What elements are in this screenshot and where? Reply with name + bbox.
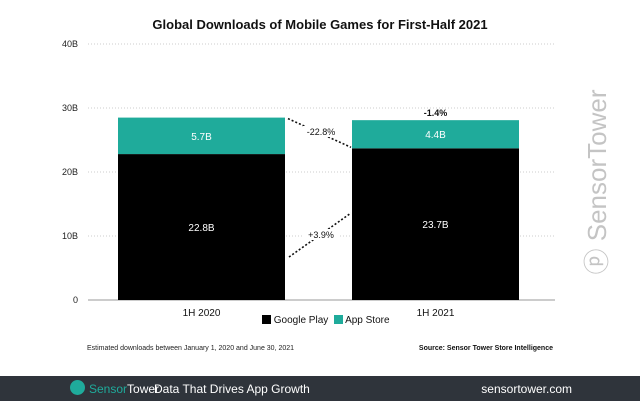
chart-title: Global Downloads of Mobile Games for Fir… [152,17,488,32]
website-link[interactable]: sensortower.com [481,382,572,396]
data-label: 22.8B [188,223,214,234]
legend-swatch-google-play [262,315,271,324]
change-line-app-store [287,117,352,149]
label-bg [303,126,339,137]
footer: SensorTower Data That Drives App Growth … [0,376,640,401]
total-change-label: -1.4% [424,108,448,118]
bar-app-store [118,117,285,155]
label-bg [303,229,339,240]
bar-google-play [352,148,519,300]
brand: SensorTower [89,382,160,396]
y-tick-label: 10B [62,231,78,241]
note-text: Estimated downloads between January 1, 2… [87,345,295,352]
data-label: 4.4B [425,130,446,141]
legend: Google Play App Store [262,315,390,326]
legend-label-google-play: Google Play [273,315,329,326]
app-store-change-label: -22.8% [307,127,336,137]
legend-swatch-app-store [333,315,343,324]
data-label: 23.7B [422,220,448,231]
x-tick-label: 1H 2021 [417,308,455,319]
source-text: Source: Sensor Tower Store Intelligence [418,345,553,352]
y-tick-label: 40B [62,39,78,49]
y-tick-label: 30B [62,103,78,113]
sensortower-logo-icon [70,380,85,395]
data-label: 5.7B [191,132,212,143]
google-play-change-label: +3.9% [308,230,334,240]
y-tick-label: 20B [62,167,78,177]
x-tick-label: 1H 2020 [183,308,221,319]
chart: 0 10B 20B 30B 40B 22.8B 5.7B 1H 2020 23.7B 4.4B 1H… [62,39,555,319]
y-tick-label: 0 [73,295,78,305]
change-line-google-play [288,212,352,258]
bar-app-store [352,120,519,149]
bar-google-play [118,154,285,300]
tagline: Data That Drives App Growth [154,382,310,396]
legend-label-app-store: App Store [345,315,390,326]
